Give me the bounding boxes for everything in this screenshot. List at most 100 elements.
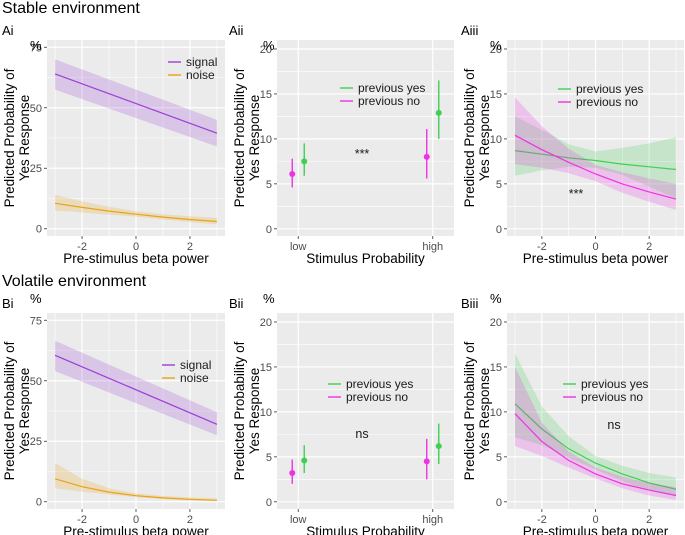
ci-band-noise: [55, 463, 217, 502]
x-tick-label: 2: [646, 514, 652, 526]
significance-annotation: ns: [355, 427, 368, 441]
x-tick-label: low: [290, 514, 307, 526]
y-axis-title: Predicted Probability ofYes Response: [462, 68, 492, 207]
y-tick-label: 75: [30, 42, 42, 54]
y-axis-title-line: Predicted Probability of: [462, 341, 477, 480]
x-tick-label: low: [290, 241, 307, 253]
series-line-previous-no: [514, 134, 677, 200]
y-unit-percent: %: [490, 291, 502, 306]
legend-label: previous yes: [358, 81, 425, 95]
x-tick-label: 2: [187, 514, 193, 526]
y-tick-label: 15: [490, 362, 502, 374]
y-axis-title-line: Yes Response: [477, 95, 492, 182]
ci-band-signal: [55, 340, 217, 436]
legend-label: noise: [180, 371, 209, 385]
x-tick-label: 2: [646, 241, 652, 253]
panel-label: Bii: [229, 296, 244, 311]
y-tick-label: 5: [496, 179, 502, 191]
x-tick-label: 0: [592, 514, 598, 526]
x-tick-label: -2: [537, 514, 547, 526]
point-previous-yes: [435, 109, 442, 116]
y-unit-percent: %: [30, 38, 42, 53]
section-title-volatile: Volatile environment: [2, 273, 147, 290]
y-tick-label: 20: [260, 44, 272, 56]
x-axis-title: Stimulus Probability: [306, 524, 425, 535]
y-unit-percent: %: [490, 38, 502, 53]
legend-label: signal: [180, 358, 211, 372]
panel-label: Bi: [2, 296, 14, 311]
y-tick-label: 15: [490, 89, 502, 101]
legend-label: previous no: [576, 95, 638, 109]
ci-band-previous-yes: [515, 353, 676, 497]
series-line-noise: [54, 478, 217, 501]
y-tick-label: 0: [496, 497, 502, 509]
x-tick-label: 0: [133, 241, 139, 253]
y-axis-title: Predicted Probability ofYes Response: [462, 341, 492, 480]
x-tick-label: 0: [133, 514, 139, 526]
y-tick-label: 15: [260, 362, 272, 374]
y-tick-label: 0: [266, 224, 272, 236]
point-previous-no: [423, 458, 430, 465]
y-tick-label: 20: [490, 317, 502, 329]
x-tick-label: -2: [77, 514, 87, 526]
y-tick-label: 10: [260, 407, 272, 419]
panel-label: Ai: [2, 23, 14, 38]
y-axis-title: Predicted Probability ofYes Response: [232, 341, 262, 480]
point-previous-yes: [435, 443, 442, 450]
y-tick-label: 10: [260, 134, 272, 146]
y-tick-label: 25: [30, 163, 42, 175]
y-tick-label: 5: [496, 452, 502, 464]
significance-annotation: ***: [569, 187, 584, 201]
panel-label: Aii: [229, 23, 244, 38]
y-unit-percent: %: [263, 291, 275, 306]
series-line-noise: [55, 202, 217, 223]
plot-background: [277, 313, 454, 509]
legend-label: previous yes: [346, 377, 413, 391]
x-axis-title: Pre-stimulus beta power: [523, 251, 669, 266]
y-tick-label: 0: [36, 224, 42, 236]
y-axis-title: Predicted Probability ofYes Response: [232, 68, 262, 207]
ci-band-noise: [55, 194, 217, 225]
y-tick-label: 50: [30, 103, 42, 115]
point-previous-no: [423, 153, 430, 160]
y-tick-label: 0: [266, 497, 272, 509]
y-tick-label: 75: [30, 315, 42, 327]
y-axis-title-line: Yes Response: [477, 368, 492, 455]
legend-label: previous no: [346, 390, 408, 404]
y-axis-title-line: Yes Response: [247, 95, 262, 182]
x-tick-label: -2: [537, 241, 547, 253]
y-tick-label: 20: [260, 317, 272, 329]
legend-label: noise: [186, 68, 215, 82]
y-axis-title-line: Yes Response: [17, 95, 32, 182]
x-axis-title: Pre-stimulus beta power: [63, 251, 209, 266]
x-axis-title: Stimulus Probability: [306, 251, 425, 266]
y-unit-percent: %: [30, 291, 42, 306]
legend-label: previous yes: [576, 82, 643, 96]
y-axis-title-line: Predicted Probability of: [2, 68, 17, 207]
panel-label: Biii: [461, 296, 478, 311]
significance-annotation: ***: [355, 147, 370, 161]
y-axis-title: Predicted Probability ofYes Response: [2, 68, 32, 207]
x-tick-label: high: [422, 241, 443, 253]
y-tick-label: 5: [266, 452, 272, 464]
x-tick-label: 2: [187, 241, 193, 253]
significance-annotation: ns: [607, 418, 620, 432]
x-tick-label: 0: [592, 241, 598, 253]
y-tick-label: 0: [36, 497, 42, 509]
y-axis-title-line: Predicted Probability of: [462, 68, 477, 207]
x-tick-label: -2: [77, 241, 87, 253]
y-tick-label: 50: [30, 376, 42, 388]
legend-label: previous no: [358, 94, 420, 108]
ci-band-previous-no: [515, 97, 676, 210]
y-tick-label: 5: [266, 179, 272, 191]
series-line-previous-yes: [514, 403, 677, 490]
plot-background: [277, 40, 454, 236]
